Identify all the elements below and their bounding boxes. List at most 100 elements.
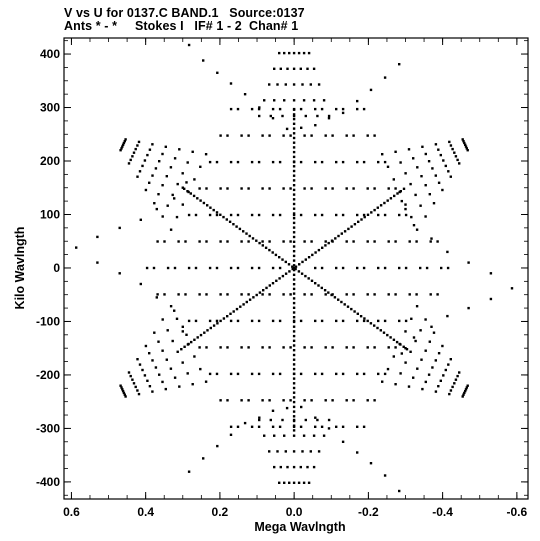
uv-point (309, 450, 312, 453)
uv-point (194, 213, 198, 217)
uv-point (278, 319, 282, 323)
uv-point (271, 213, 275, 217)
uv-point (236, 160, 240, 164)
uv-point (257, 160, 261, 164)
uv-point (420, 175, 423, 178)
uv-point (292, 481, 296, 484)
uv-point (208, 372, 212, 376)
uv-point (294, 265, 298, 268)
uv-point (282, 293, 285, 296)
uv-point (335, 160, 338, 164)
uv-point (278, 372, 282, 376)
uv-point (300, 272, 304, 275)
uv-point (312, 67, 316, 70)
uv-point (394, 346, 397, 349)
uv-point (187, 213, 191, 217)
uv-point (307, 51, 311, 55)
uv-point (317, 248, 321, 252)
uv-point (387, 293, 390, 296)
uv-point (208, 213, 212, 217)
uv-point (183, 345, 186, 348)
uv-point (381, 380, 384, 383)
uv-point (161, 152, 164, 156)
uv-point (427, 160, 431, 163)
uv-point (350, 225, 353, 228)
uv-point (283, 434, 286, 437)
uv-point (292, 122, 296, 125)
uv-point (446, 314, 449, 318)
uv-point (120, 147, 123, 150)
uv-point (394, 187, 397, 190)
uv-point (192, 194, 196, 198)
uv-point (377, 160, 380, 164)
uv-point (271, 409, 275, 412)
uv-point (171, 339, 174, 343)
uv-point (271, 319, 275, 323)
x-axis-title: Mega Wavlngth (254, 520, 345, 534)
uv-point (466, 149, 469, 152)
uv-point (356, 266, 359, 270)
uv-point (301, 450, 304, 453)
uv-point (432, 331, 436, 334)
uv-point (229, 433, 233, 436)
uv-point (345, 187, 348, 190)
uv-point (278, 51, 281, 55)
uv-point (283, 99, 286, 102)
uv-point (377, 319, 380, 323)
uv-point (274, 253, 278, 257)
uv-point (331, 134, 334, 137)
uv-point (141, 368, 144, 372)
uv-point (292, 99, 296, 102)
uv-point (124, 138, 127, 141)
uv-point (278, 481, 281, 484)
uv-point (341, 266, 345, 270)
uv-point (427, 373, 431, 376)
uv-point (292, 198, 296, 201)
uv-point (292, 339, 296, 342)
uv-point (299, 372, 303, 376)
uv-point (292, 358, 296, 361)
uv-point (199, 333, 203, 337)
uv-point (268, 240, 271, 243)
uv-point (345, 240, 348, 243)
uv-point (444, 164, 447, 168)
uv-point (161, 380, 164, 384)
uv-point (161, 215, 164, 218)
uv-point (123, 140, 126, 143)
uv-point (379, 329, 382, 332)
uv-point (314, 425, 317, 428)
uv-point (352, 240, 355, 243)
uv-point (187, 43, 191, 47)
uv-point (219, 399, 222, 402)
x-tick-label: -0.2 (358, 505, 379, 519)
uv-point (304, 114, 307, 118)
uv-point (310, 346, 313, 349)
uv-point (166, 329, 169, 332)
uv-point (148, 385, 152, 388)
uv-point (257, 425, 261, 428)
uv-point (373, 134, 376, 137)
uv-point (258, 241, 261, 245)
uv-point (143, 374, 147, 377)
uv-point (136, 144, 139, 147)
uv-point (189, 192, 192, 195)
uv-point (424, 215, 427, 218)
uv-point (250, 213, 254, 217)
uv-point (190, 340, 193, 344)
uv-point (389, 336, 392, 339)
uv-point (271, 117, 275, 120)
uv-point (404, 330, 407, 333)
uv-point (148, 352, 151, 355)
uv-point (268, 450, 271, 453)
uv-point (292, 117, 296, 121)
uv-point (261, 244, 264, 247)
uv-point (276, 83, 279, 86)
uv-point (255, 239, 258, 242)
uv-point (151, 359, 154, 362)
uv-point (173, 266, 177, 270)
uv-point (240, 346, 243, 349)
uv-point (292, 386, 296, 390)
uv-point (261, 293, 264, 296)
x-tick-label: 0.6 (63, 505, 80, 519)
uv-point (240, 187, 243, 190)
